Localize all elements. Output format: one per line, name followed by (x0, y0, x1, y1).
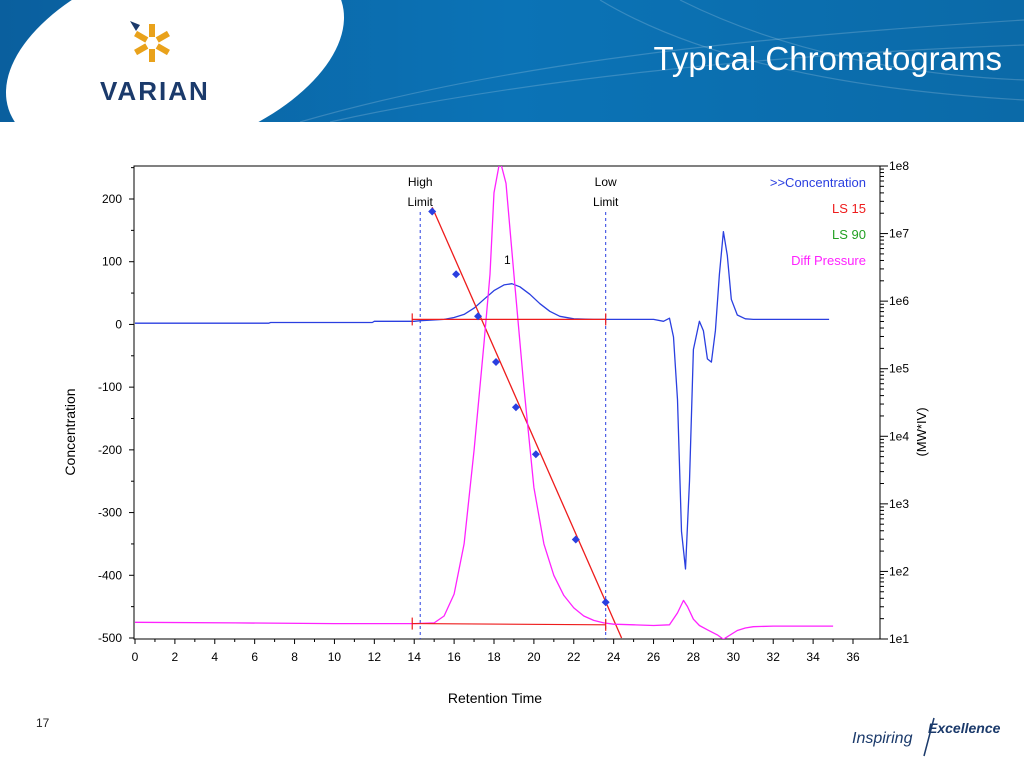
x-tick-label: 6 (251, 650, 258, 664)
y2-tick-label: 1e5 (889, 362, 909, 376)
x-tick-label: 14 (408, 650, 422, 664)
calibration-point (428, 207, 437, 216)
calibration-point (601, 598, 610, 607)
footer-brand-inspiring: Inspiring (852, 730, 913, 747)
calibration-points (428, 207, 610, 607)
y-axis: 200 100 0 -100 -200 -300 -400 -500 (98, 167, 134, 645)
x-tick-label: 22 (567, 650, 581, 664)
x-tick-label: 20 (527, 650, 541, 664)
calibration-point (452, 270, 461, 279)
y2-tick-label: 1e4 (889, 429, 909, 443)
y-tick-label: 200 (102, 192, 122, 206)
y-tick-label: -400 (98, 568, 122, 582)
x-tick-label: 10 (328, 650, 342, 664)
slide-header (0, 0, 1024, 122)
legend-item: LS 15 (832, 201, 866, 216)
x-tick-label: 34 (806, 650, 820, 664)
calibration-point (474, 312, 483, 321)
y-axis-label: Concentration (62, 388, 78, 475)
x-tick-label: 0 (132, 650, 139, 664)
varian-logo-icon (130, 21, 170, 62)
y2-tick-label: 1e6 (889, 294, 909, 308)
series-layer (134, 166, 834, 639)
y2-tick-label: 1e3 (889, 497, 909, 511)
y2-axis: 1e8 1e7 1e6 1e5 1e4 1e3 1e2 1e1 (880, 159, 909, 646)
legend-item: LS 90 (832, 227, 866, 242)
x-tick-label: 16 (447, 650, 461, 664)
calibration-point (531, 450, 540, 459)
x-tick-label: 18 (487, 650, 501, 664)
calibration-point (511, 403, 520, 412)
footer-brand-excellence: Excellence (928, 720, 1001, 736)
series-diff-pressure-line (134, 166, 834, 639)
x-axis-label: Retention Time (448, 690, 542, 706)
y2-tick-label: 1e2 (889, 564, 909, 578)
y-tick-label: 100 (102, 255, 122, 269)
x-tick-label: 24 (607, 650, 621, 664)
calibration-point (571, 535, 580, 544)
x-tick-label: 4 (211, 650, 218, 664)
y2-tick-label: 1e1 (889, 632, 909, 646)
limit-lines: High Limit Low Limit (408, 175, 619, 639)
y-tick-label: -200 (98, 443, 122, 457)
y2-tick-label: 1e7 (889, 227, 909, 241)
y2-axis-label: (MW*IV) (914, 407, 929, 456)
x-tick-label: 2 (172, 650, 179, 664)
x-tick-label: 26 (647, 650, 661, 664)
x-tick-label: 36 (846, 650, 860, 664)
peak-label: 1 (504, 253, 511, 267)
plot-frame (133, 165, 881, 640)
slide-title: Typical Chromatograms (653, 40, 1002, 77)
limit-label-line1: High (408, 175, 433, 189)
x-tick-label: 12 (368, 650, 382, 664)
x-tick-label: 28 (687, 650, 701, 664)
x-axis: 0 2 4 6 8 10 12 14 16 18 20 22 24 26 28 30 32 34 36 (132, 639, 860, 664)
x-tick-label: 30 (727, 650, 741, 664)
brand-name: VARIAN (100, 76, 210, 106)
y-tick-label: -500 (98, 631, 122, 645)
legend-item: >>Concentration (770, 175, 866, 190)
footer-swoosh-icon (923, 717, 935, 757)
legend-item: Diff Pressure (791, 253, 866, 268)
y-tick-label: 0 (115, 317, 122, 331)
logo-backdrop (5, 0, 345, 122)
y2-tick-label: 1e8 (889, 159, 909, 173)
y-tick-label: -300 (98, 506, 122, 520)
y-tick-label: -100 (98, 380, 122, 394)
x-tick-label: 32 (767, 650, 781, 664)
series-concentration-line (135, 230, 830, 570)
limit-label-line2: Limit (593, 195, 619, 209)
baselines (411, 313, 607, 631)
limit-label-line2: Limit (408, 195, 434, 209)
footer-brand: Inspiring Excellence (852, 716, 1022, 760)
limit-label-line1: Low (595, 175, 617, 189)
baseline (412, 622, 606, 626)
legend: >>Concentration LS 15 LS 90 Diff Pressure (770, 175, 866, 268)
x-tick-label: 8 (291, 650, 298, 664)
calibration-point (491, 358, 500, 367)
page-number: 17 (36, 716, 50, 730)
